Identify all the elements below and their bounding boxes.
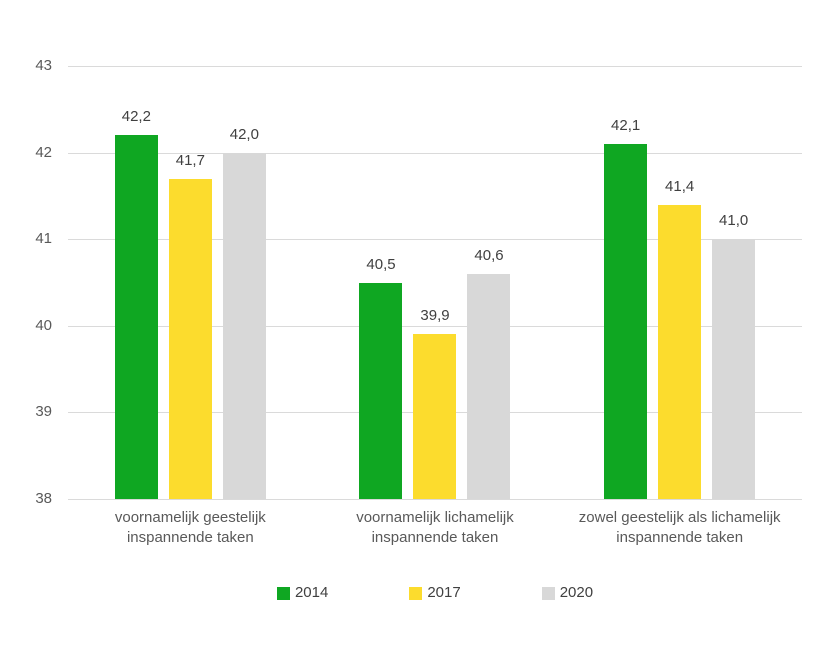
legend-swatch-2017: [409, 586, 423, 600]
legend-swatch-2014: [276, 586, 290, 600]
bar-2017: 41,7: [168, 152, 212, 499]
category-label-line: voornamelijk geestelijk: [114, 509, 266, 526]
legend-item-2020: 2020: [541, 584, 594, 602]
bar-2020: 40,6: [467, 247, 511, 499]
category-label-line: voornamelijk lichamelijk: [356, 509, 514, 526]
y-axis-tick-label: 43: [35, 57, 52, 74]
bar-group: 42,2 41,7 42,0: [68, 66, 313, 499]
y-axis-tick-label: 41: [35, 230, 52, 248]
bar-group: 40,5 39,9 40,6: [313, 66, 558, 499]
category-label-line: zowel geestelijk als lichamelijk: [578, 509, 781, 526]
category-label-line: inspannende taken: [371, 529, 499, 546]
bar-2020: 42,0: [222, 126, 266, 499]
gridline: [68, 66, 802, 67]
legend-label: 2017: [427, 584, 461, 601]
legend-label: 2014: [294, 584, 329, 601]
legend-swatch-2020: [541, 586, 555, 600]
bar-value-label: 42,0: [229, 125, 259, 143]
gridline: [68, 325, 802, 327]
bar-value-label: 41,7: [175, 151, 205, 169]
bar-value-label: 42,1: [611, 116, 641, 134]
bar-value-label: 42,2: [121, 108, 151, 126]
bar-2014: 42,1: [604, 117, 648, 499]
bar-2014: 42,2: [114, 108, 158, 499]
bar-group: 42,1 41,4 41,0: [557, 66, 802, 499]
gridline: [68, 239, 802, 241]
bar-2014: 40,5: [359, 256, 403, 499]
bar-2020: 41,0: [712, 212, 756, 499]
gridline: [68, 499, 802, 500]
category-label: voornamelijk lichamelijk inspannende take…: [313, 508, 558, 548]
legend-item-2014: 2014: [276, 584, 329, 602]
y-axis-tick-label: 42: [35, 143, 52, 161]
category-label-line: inspannende taken: [616, 529, 744, 546]
y-axis-tick-label: 39: [35, 403, 52, 421]
legend: 2014 2017 2020: [68, 584, 802, 602]
category-label-line: inspannende taken: [126, 529, 254, 546]
bar-value-label: 40,6: [474, 246, 504, 264]
bar-2017: 39,9: [413, 307, 457, 499]
bar-value-label: 39,9: [420, 307, 450, 325]
category-label: voornamelijk geestelijk inspannende taken: [68, 508, 313, 548]
bar-value-label: 40,5: [366, 255, 396, 273]
y-axis-tick-label: 40: [35, 316, 52, 334]
legend-label: 2020: [559, 584, 594, 601]
bar-value-label: 41,4: [665, 177, 695, 195]
gridline: [68, 152, 802, 154]
bar-2017: 41,4: [658, 178, 702, 499]
bar-value-label: 41,0: [719, 212, 749, 230]
y-axis-tick-label: 38: [35, 490, 52, 507]
category-label: zowel geestelijk als lichamelijk inspanne…: [557, 508, 802, 548]
legend-item-2017: 2017: [409, 584, 461, 602]
